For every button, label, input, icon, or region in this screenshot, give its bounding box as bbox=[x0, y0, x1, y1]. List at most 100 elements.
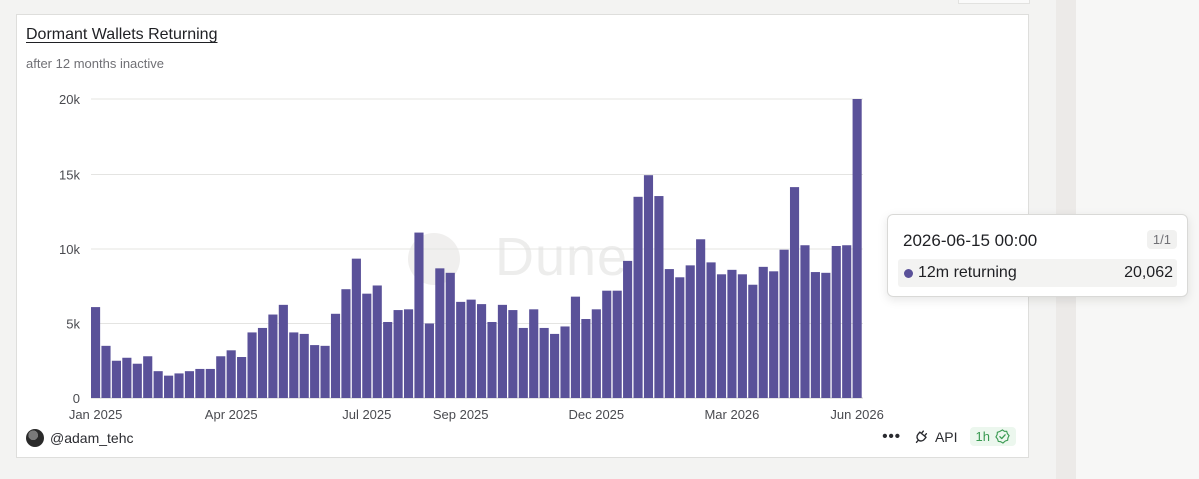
bar[interactable] bbox=[821, 272, 831, 398]
bar[interactable] bbox=[706, 262, 716, 398]
bar[interactable] bbox=[466, 299, 476, 398]
bar[interactable] bbox=[456, 301, 466, 398]
bar[interactable] bbox=[779, 249, 789, 398]
bar[interactable] bbox=[727, 269, 737, 398]
check-badge-icon bbox=[995, 429, 1010, 444]
author-name: @adam_tehc bbox=[50, 430, 134, 446]
bar[interactable] bbox=[289, 332, 299, 398]
bar[interactable] bbox=[497, 304, 507, 398]
bar[interactable] bbox=[91, 307, 101, 398]
bar[interactable] bbox=[633, 196, 643, 398]
bar[interactable] bbox=[789, 187, 800, 398]
bar[interactable] bbox=[696, 239, 706, 398]
bar[interactable] bbox=[424, 323, 434, 398]
tooltip-page-indicator: 1/1 bbox=[1146, 230, 1177, 249]
bar[interactable] bbox=[257, 327, 268, 398]
bar[interactable] bbox=[487, 321, 497, 398]
y-tick-label: 0 bbox=[73, 391, 80, 406]
bar[interactable] bbox=[539, 327, 549, 398]
y-tick-label: 10k bbox=[59, 242, 80, 257]
bar[interactable] bbox=[414, 232, 424, 398]
bar[interactable] bbox=[654, 196, 664, 398]
bar[interactable] bbox=[132, 363, 142, 398]
y-tick-label: 20k bbox=[59, 92, 80, 107]
y-axis-ticks: 0 5k 10k 15k 20k bbox=[59, 92, 80, 406]
bar[interactable] bbox=[675, 277, 685, 398]
bar[interactable] bbox=[550, 333, 560, 398]
bar[interactable] bbox=[143, 356, 153, 398]
bar[interactable] bbox=[643, 175, 654, 398]
bar[interactable] bbox=[122, 357, 132, 398]
bar[interactable] bbox=[591, 309, 601, 398]
bar[interactable] bbox=[341, 289, 351, 398]
bar[interactable] bbox=[164, 375, 174, 398]
bar[interactable] bbox=[393, 310, 403, 398]
bar[interactable] bbox=[623, 260, 633, 398]
bar[interactable] bbox=[581, 319, 591, 398]
dune-watermark: Dune bbox=[495, 227, 629, 287]
tooltip-series-value: 20,062 bbox=[1124, 264, 1173, 281]
bar[interactable] bbox=[153, 371, 163, 398]
bar[interactable] bbox=[101, 345, 111, 398]
x-tick-label: Mar 2026 bbox=[704, 407, 759, 422]
bar[interactable] bbox=[852, 99, 862, 398]
more-options-button[interactable]: ••• bbox=[882, 428, 901, 445]
bar[interactable] bbox=[174, 373, 184, 398]
bar[interactable] bbox=[800, 245, 810, 398]
bar[interactable] bbox=[445, 272, 455, 398]
bar[interactable] bbox=[518, 327, 528, 398]
bar[interactable] bbox=[299, 333, 309, 398]
tooltip-series-row: 12m returning 20,062 bbox=[898, 259, 1177, 287]
bar[interactable] bbox=[664, 269, 674, 398]
bar[interactable] bbox=[748, 284, 758, 398]
chart-title-link[interactable]: Dormant Wallets Returning bbox=[26, 26, 218, 43]
bar[interactable] bbox=[247, 332, 257, 398]
bar[interactable] bbox=[435, 268, 445, 398]
bar[interactable] bbox=[810, 272, 820, 398]
api-button[interactable]: API bbox=[913, 429, 958, 445]
series-color-dot bbox=[904, 269, 913, 278]
y-tick-label: 5k bbox=[66, 316, 80, 331]
bar[interactable] bbox=[383, 321, 393, 398]
bar[interactable] bbox=[529, 309, 539, 398]
tooltip-series-name: 12m returning bbox=[918, 264, 1017, 281]
bar[interactable] bbox=[310, 345, 320, 398]
bar[interactable] bbox=[226, 350, 236, 398]
bar[interactable] bbox=[372, 285, 382, 398]
bar[interactable] bbox=[685, 265, 695, 398]
bar[interactable] bbox=[216, 356, 226, 398]
bar[interactable] bbox=[362, 293, 372, 398]
bar[interactable] bbox=[237, 357, 247, 398]
bar[interactable] bbox=[268, 314, 278, 398]
bar[interactable] bbox=[477, 304, 487, 398]
footer-actions: ••• API 1h bbox=[882, 427, 1016, 446]
bar[interactable] bbox=[737, 274, 747, 398]
freshness-badge[interactable]: 1h bbox=[969, 427, 1016, 446]
bar[interactable] bbox=[831, 245, 841, 398]
bar[interactable] bbox=[403, 309, 414, 398]
author-link[interactable]: @adam_tehc bbox=[26, 428, 133, 448]
bar[interactable] bbox=[205, 368, 215, 398]
top-card-fragment bbox=[958, 0, 1030, 4]
bar[interactable] bbox=[716, 274, 727, 398]
bar[interactable] bbox=[612, 290, 622, 398]
bar[interactable] bbox=[758, 266, 768, 398]
x-tick-label: Jan 2025 bbox=[69, 407, 123, 422]
bar[interactable] bbox=[508, 310, 518, 398]
bar-chart[interactable]: 0 5k 10k 15k 20k Jan 2025 Apr 2025 Jul 2025 Sep… bbox=[17, 15, 1030, 425]
bar[interactable] bbox=[278, 304, 288, 398]
bar[interactable] bbox=[111, 360, 121, 398]
bar[interactable] bbox=[842, 245, 852, 398]
chart-tooltip: 2026-06-15 00:00 1/1 12m returning 20,06… bbox=[887, 214, 1188, 297]
bar[interactable] bbox=[330, 313, 341, 398]
bar[interactable] bbox=[351, 258, 361, 398]
api-label: API bbox=[934, 428, 958, 445]
y-tick-label: 15k bbox=[59, 167, 80, 182]
bar[interactable] bbox=[195, 368, 205, 398]
bar[interactable] bbox=[184, 371, 195, 398]
bar[interactable] bbox=[320, 345, 330, 398]
bar[interactable] bbox=[769, 271, 779, 398]
bar[interactable] bbox=[560, 326, 570, 398]
bar[interactable] bbox=[602, 290, 612, 398]
bar[interactable] bbox=[570, 296, 581, 398]
